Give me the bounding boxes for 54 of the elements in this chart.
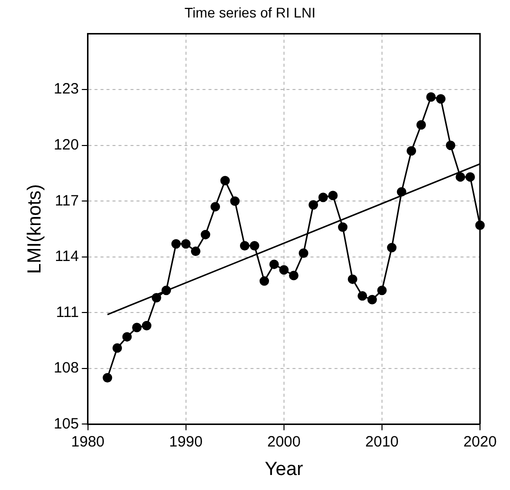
x-tick-label: 1980 xyxy=(71,433,105,450)
point xyxy=(288,270,298,280)
chart-title: Time series of RI LNI xyxy=(184,4,316,20)
point xyxy=(367,294,377,304)
y-tick-label: 108 xyxy=(54,360,79,377)
point xyxy=(190,246,200,256)
point xyxy=(171,239,181,249)
point xyxy=(279,265,289,275)
point xyxy=(338,222,348,232)
point xyxy=(122,332,132,342)
y-axis-title: LMI(knots) xyxy=(24,184,46,274)
point xyxy=(152,293,162,303)
point xyxy=(436,94,446,104)
point xyxy=(377,286,387,296)
point xyxy=(240,240,250,250)
point xyxy=(348,274,358,284)
point xyxy=(181,239,191,249)
point xyxy=(446,140,456,150)
x-axis-title: Year xyxy=(264,458,304,480)
point xyxy=(387,242,397,252)
point xyxy=(269,260,279,270)
x-tick-label: 2020 xyxy=(463,433,497,450)
point xyxy=(260,276,270,286)
point xyxy=(142,320,152,330)
point xyxy=(112,343,122,353)
y-tick-label: 114 xyxy=(54,248,79,266)
point xyxy=(358,291,368,301)
point xyxy=(298,248,308,258)
point xyxy=(475,220,485,230)
point xyxy=(318,192,328,202)
point xyxy=(162,286,172,296)
y-tick-label: 105 xyxy=(54,415,79,432)
y-tick-label: 117 xyxy=(54,192,79,210)
point xyxy=(465,172,475,182)
point xyxy=(132,322,142,332)
y-tick-label: 111 xyxy=(56,304,79,321)
y-tick-label: 123 xyxy=(54,80,79,98)
point xyxy=(230,196,240,206)
point xyxy=(456,172,466,182)
point xyxy=(426,92,436,102)
point xyxy=(308,200,318,210)
point xyxy=(416,120,426,130)
point xyxy=(220,176,230,186)
point xyxy=(328,190,338,200)
point xyxy=(210,202,220,212)
x-tick-label: 2010 xyxy=(365,433,399,450)
y-tick-label: 120 xyxy=(54,136,79,154)
point xyxy=(250,240,260,250)
x-tick-label: 2000 xyxy=(267,433,301,450)
point xyxy=(406,146,416,156)
point xyxy=(102,372,112,382)
x-tick-label: 1990 xyxy=(169,433,203,450)
point xyxy=(396,187,406,197)
point xyxy=(200,230,210,240)
